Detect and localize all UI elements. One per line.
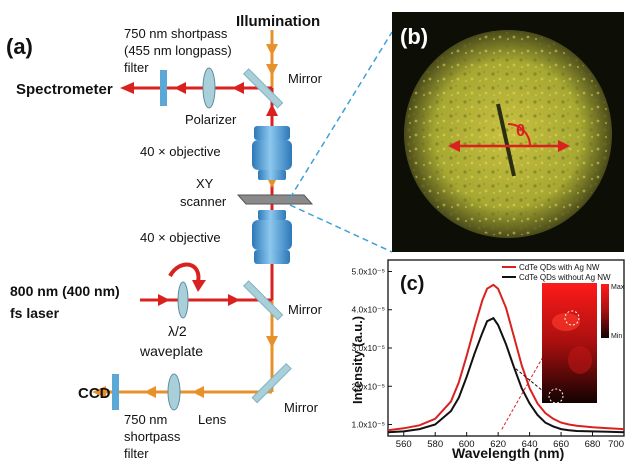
x-axis-label: Wavelength (nm) [452, 445, 564, 461]
zoom-line-top [289, 31, 393, 199]
zoom-line-bottom [289, 204, 393, 253]
laser-label-1: 800 nm (400 nm) [10, 283, 120, 299]
objective-bottom [252, 210, 292, 264]
filter-bottom-label-1: 750 nm [124, 412, 167, 427]
colorbar [601, 284, 609, 338]
waveplate-label: waveplate [139, 343, 203, 359]
x-axis-ticks: 560 580 600 620 640 660 680 700 [396, 432, 625, 450]
series-line-with-ag [387, 283, 625, 432]
filter-bottom-label-2: shortpass [124, 429, 181, 444]
polarizer [202, 67, 216, 109]
arrow-down-illum [266, 44, 278, 56]
objective-bottom-label: 40 × objective [140, 230, 221, 245]
mirror-middle-label: Mirror [288, 302, 323, 317]
beam-direction-arrows [92, 44, 278, 398]
pol-arrow-left [448, 140, 460, 152]
inset-marker-bottom [548, 388, 564, 404]
x-tick-label: 580 [427, 439, 443, 450]
laser-label-2: fs laser [10, 305, 60, 321]
pol-arrow-right [558, 140, 570, 152]
legend-label-without-ag: CdTe QDs without Ag NW [519, 273, 611, 282]
filter-top [160, 70, 167, 106]
mirror-top [243, 68, 284, 109]
arrow-left-ccd-1 [192, 386, 204, 398]
illumination-label: Illumination [236, 13, 320, 30]
xy-scanner-label-1: XY [196, 176, 214, 191]
x-tick-label: 640 [522, 439, 538, 450]
lens-label: Lens [198, 412, 227, 427]
arrow-left-red-1 [232, 82, 244, 94]
arrow-up-red-1 [266, 104, 278, 116]
angle-label: θ [516, 121, 525, 140]
xy-scanner-label-2: scanner [180, 194, 227, 209]
mirror-middle [243, 280, 284, 321]
arrow-left-red-3 [120, 82, 134, 94]
inset-heatmap: Max Min [542, 283, 625, 404]
rotation-arrow-head [192, 280, 206, 292]
filter-top-label-1: 750 nm shortpass [124, 26, 228, 41]
waveplate-symbol: λ/2 [168, 323, 187, 339]
mirror-top-label: Mirror [288, 71, 323, 86]
x-tick-label: 700 [608, 439, 624, 450]
y-tick-label: 4.0x10⁻⁵ [351, 305, 385, 315]
panel-label-a: (a) [6, 34, 33, 59]
mirror-bottom-label: Mirror [284, 400, 319, 415]
xy-scanner [236, 194, 314, 205]
y-axis-ticks: 1.0x10⁻⁵ 2.0x10⁻⁵ 3.0x10⁻⁵ 4.0x10⁻⁵ 5.0x10⁻⁵ [351, 266, 392, 430]
inset-mid-region [568, 346, 592, 374]
legend-label-with-ag: CdTe QDs with Ag NW [519, 263, 600, 272]
angle-arc [507, 123, 531, 147]
arrow-left-red-2 [174, 82, 186, 94]
y-tick-label: 1.0x10⁻⁵ [351, 420, 385, 430]
rotation-arrow [168, 262, 201, 283]
arrow-down-orange-2 [266, 336, 278, 348]
filter-bottom-label-3: filter [124, 446, 149, 461]
lens [167, 373, 181, 411]
colorbar-min-label: Min [611, 333, 622, 340]
x-tick-label: 600 [459, 439, 475, 450]
series-line-without-ag [387, 316, 625, 434]
panel-b-image: θ (b) [289, 12, 624, 253]
arrow-right-laser-1 [158, 294, 170, 306]
filter-top-label-2: (455 nm longpass) [124, 43, 232, 58]
y-tick-label: 3.0x10⁻⁵ [351, 343, 385, 353]
inset-image [542, 283, 597, 403]
arrow-left-ccd-3 [92, 386, 106, 398]
filter-bottom [112, 374, 119, 410]
setup-labels: (a) Illumination 750 nm shortpass (455 n… [6, 13, 323, 461]
panel-label-c: (c) [400, 273, 424, 295]
arrow-down-illum-2 [266, 64, 278, 76]
y-tick-label: 5.0x10⁻⁵ [351, 266, 385, 276]
polarizer-label: Polarizer [185, 112, 237, 127]
chart-legend: CdTe QDs with Ag NW CdTe QDs without Ag … [502, 263, 611, 282]
fluorescent-texture [406, 32, 610, 236]
x-tick-label: 560 [396, 439, 412, 450]
arrow-left-ccd-2 [144, 386, 156, 398]
ccd-label: CCD [78, 385, 111, 402]
mirror-bottom [251, 363, 292, 404]
panel-c-chart: 1.0x10⁻⁵ 2.0x10⁻⁵ 3.0x10⁻⁵ 4.0x10⁻⁵ 5.0x10⁻⁵… [350, 259, 625, 461]
filter-top-label-3: filter [124, 60, 149, 75]
x-tick-label: 680 [585, 439, 601, 450]
x-tick-label: 620 [490, 439, 506, 450]
arrow-right-laser-2 [228, 294, 240, 306]
objective-top-label: 40 × objective [140, 144, 221, 159]
colorbar-max-label: Max [611, 284, 625, 291]
x-tick-label: 660 [553, 439, 569, 450]
waveplate-optic [177, 281, 189, 319]
y-tick-label: 2.0x10⁻⁵ [351, 381, 385, 391]
silver-nanowire [496, 103, 516, 177]
spectrometer-label: Spectrometer [16, 81, 113, 98]
objective-top [252, 126, 292, 180]
inset-marker-top [564, 310, 580, 326]
optical-components [112, 67, 314, 411]
panel-label-b: (b) [400, 24, 428, 49]
y-axis-label: Intensity (a.u.) [350, 316, 365, 404]
